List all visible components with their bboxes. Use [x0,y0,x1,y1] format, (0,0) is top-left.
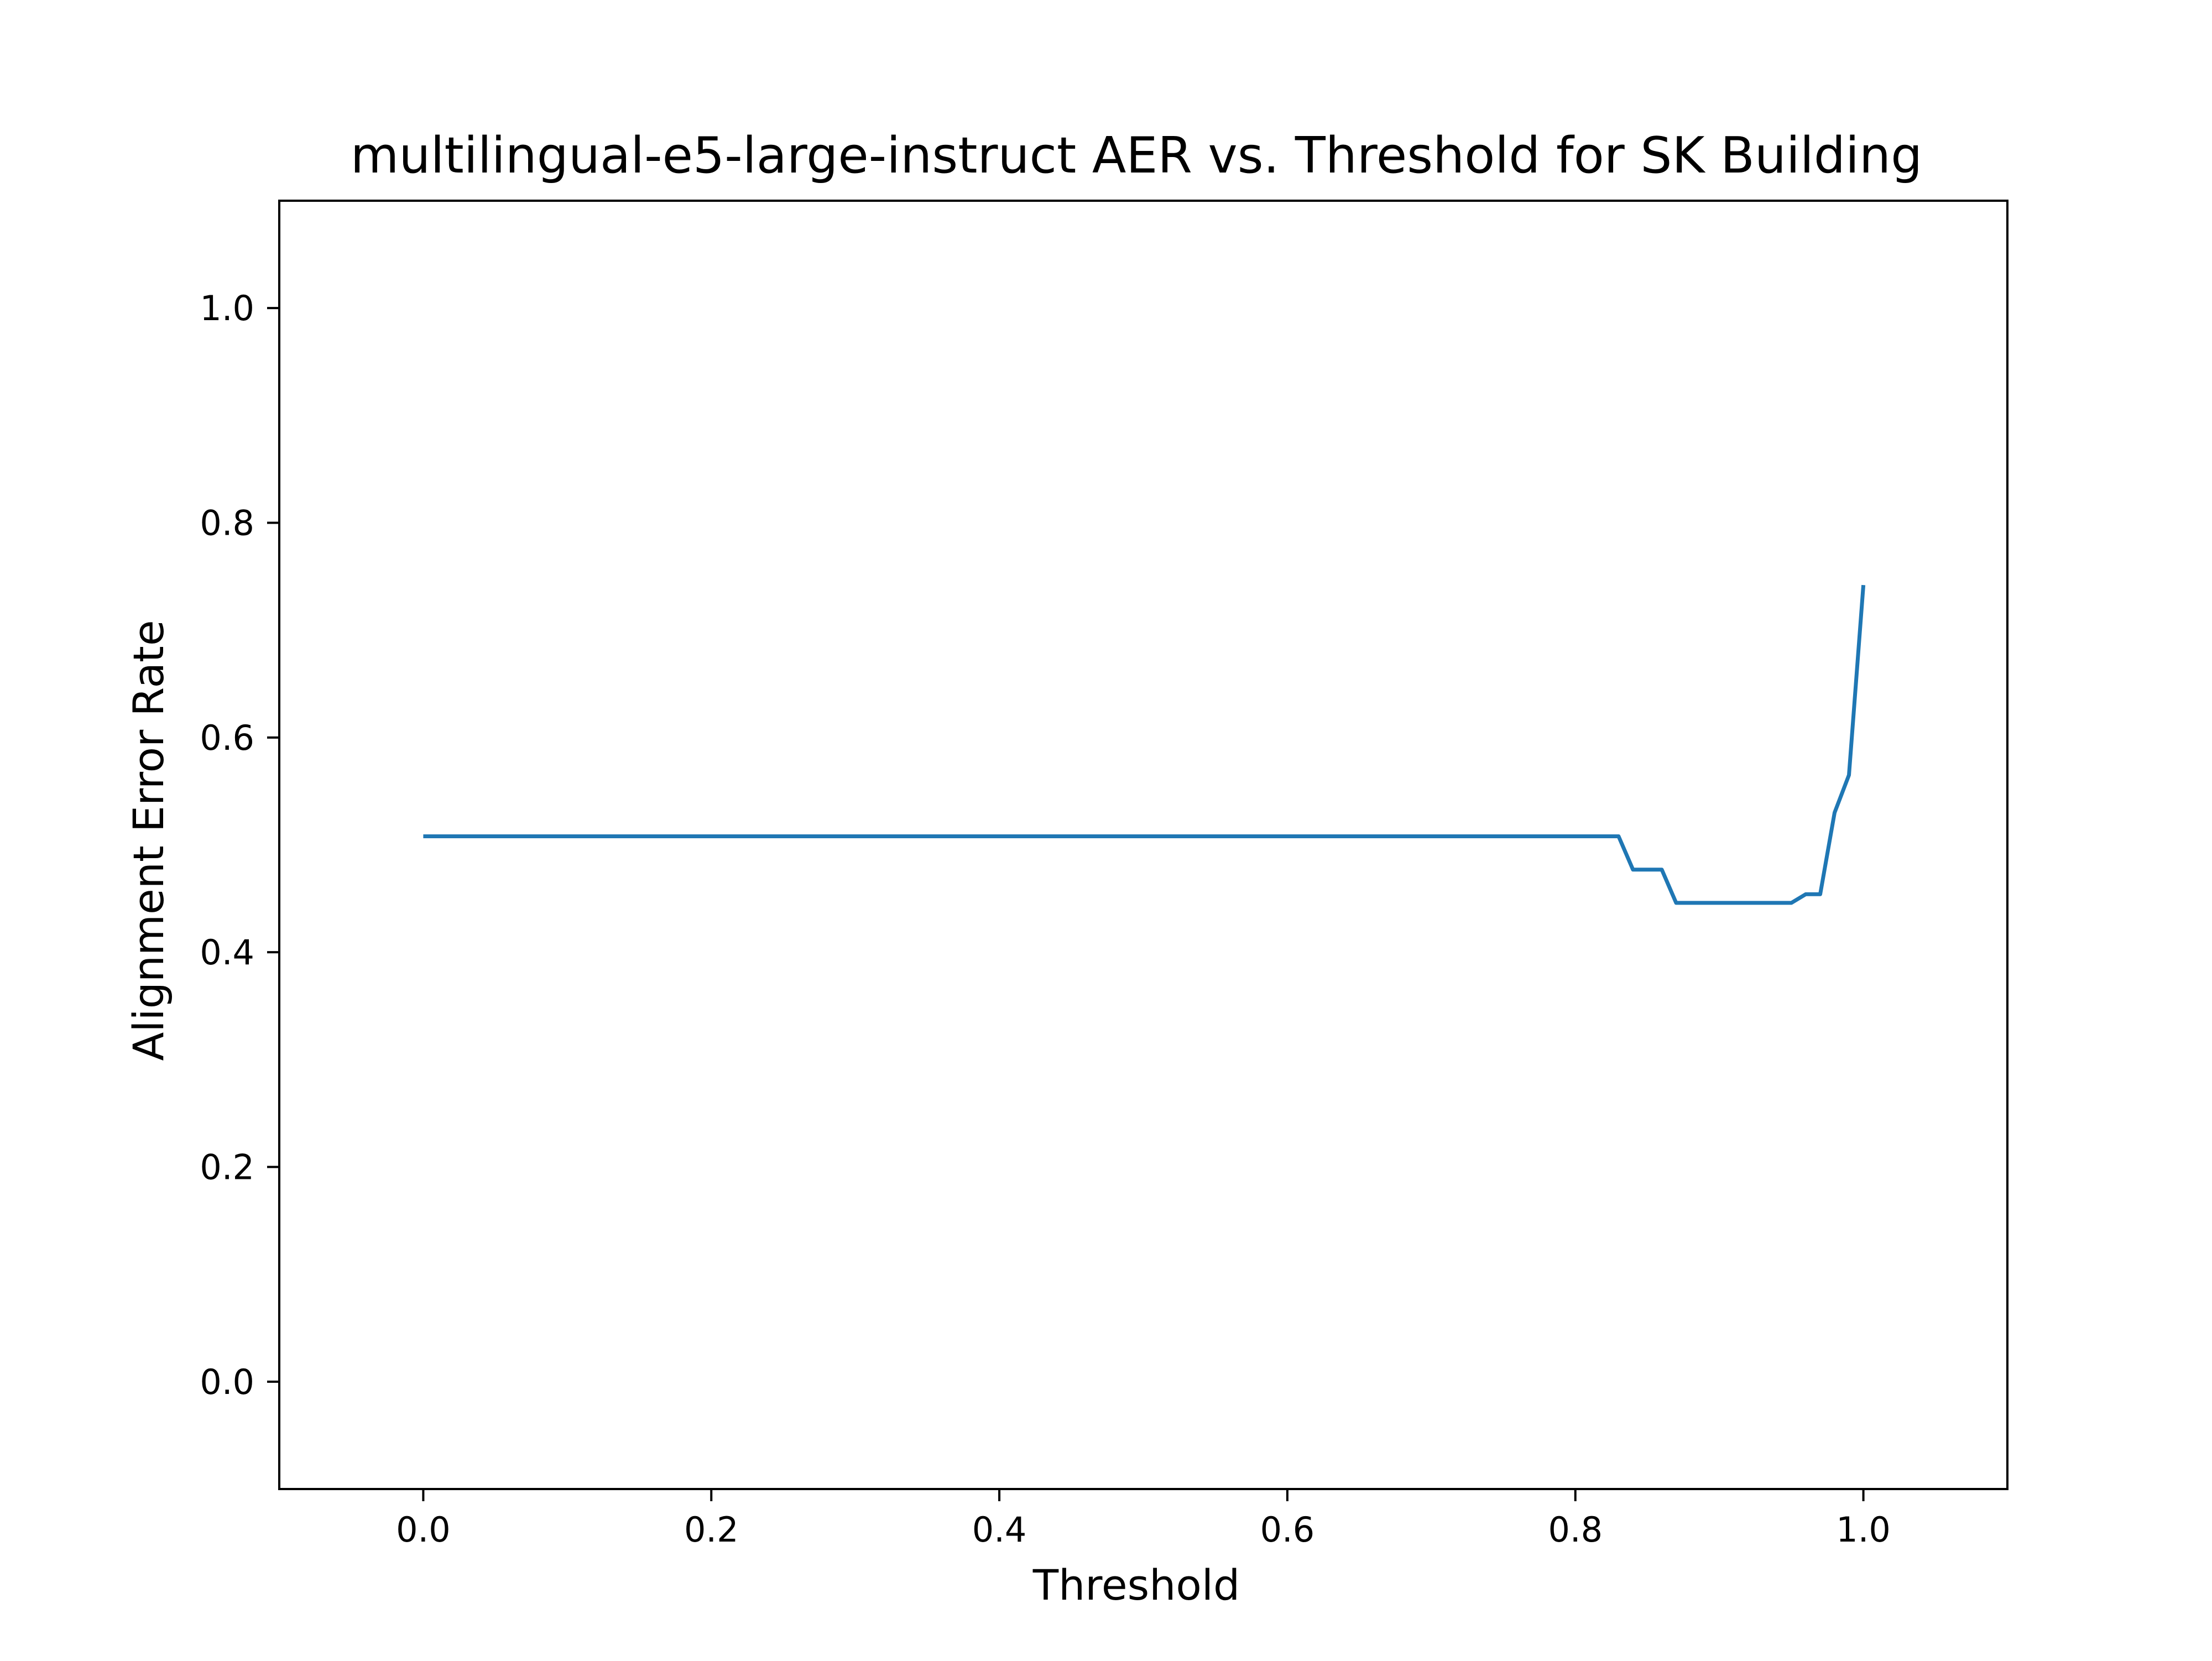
x-tick-label: 0.4 [972,1509,1027,1550]
y-tick-label: 0.6 [200,718,254,758]
y-tick-label: 0.2 [200,1147,254,1188]
y-axis-label: Alignment Error Rate [124,620,173,1061]
x-tick-label: 0.0 [396,1509,451,1550]
y-tick-label: 0.4 [200,932,254,973]
series-layer [423,584,1866,905]
series-line-0 [423,584,1866,905]
y-tick-label: 0.0 [200,1362,254,1402]
chart-title: multilingual-e5-large-instruct AER vs. T… [351,127,1922,185]
y-tick-label: 1.0 [200,288,254,328]
x-tick-label: 1.0 [1836,1509,1891,1550]
tick-layer: 0.0 0.2 0.4 0.6 0.8 1.0 0.0 0.2 0.4 0.6 0.8 1.0 [200,288,1890,1550]
x-tick-label: 0.6 [1260,1509,1315,1550]
x-tick-label: 0.8 [1548,1509,1603,1550]
x-axis-label: Threshold [1032,1560,1240,1610]
x-tick-label: 0.2 [684,1509,739,1550]
plot-area-frame [278,200,2008,1490]
y-tick-label: 0.8 [200,503,254,544]
